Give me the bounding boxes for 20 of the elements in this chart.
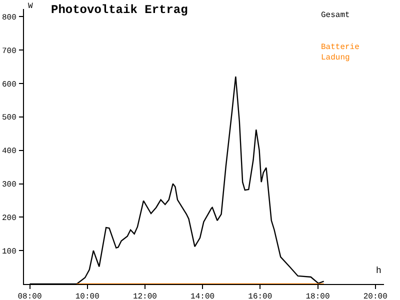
y-tick-label: 200: [2, 214, 17, 223]
text: Batterie Ladung: [321, 43, 360, 62]
chart-title: Photovoltaik Ertrag: [51, 3, 188, 17]
x-tick-label: 20:00: [363, 292, 388, 300]
x-tick-label: 18:00: [306, 292, 330, 300]
y-tick-label: 700: [2, 46, 17, 56]
x-tick-label: 16:00: [248, 292, 272, 300]
x-axis-title: h: [376, 266, 382, 276]
y-tick-label: 800: [2, 13, 17, 22]
x-tick-label: 12:00: [132, 292, 158, 300]
y-axis-title: W: [28, 2, 33, 11]
x-tick-label: 08:00: [18, 292, 42, 300]
x-tick-label: 10:00: [75, 292, 100, 300]
x-tick-label: 14:00: [190, 292, 215, 300]
text: Gesamt: [321, 11, 350, 20]
y-tick-label: 300: [2, 180, 17, 190]
y-tick-label: 100: [2, 247, 17, 256]
y-tick-label: 600: [2, 80, 17, 90]
y-tick-label: 500: [2, 114, 17, 123]
y-tick-label: 400: [2, 147, 17, 156]
